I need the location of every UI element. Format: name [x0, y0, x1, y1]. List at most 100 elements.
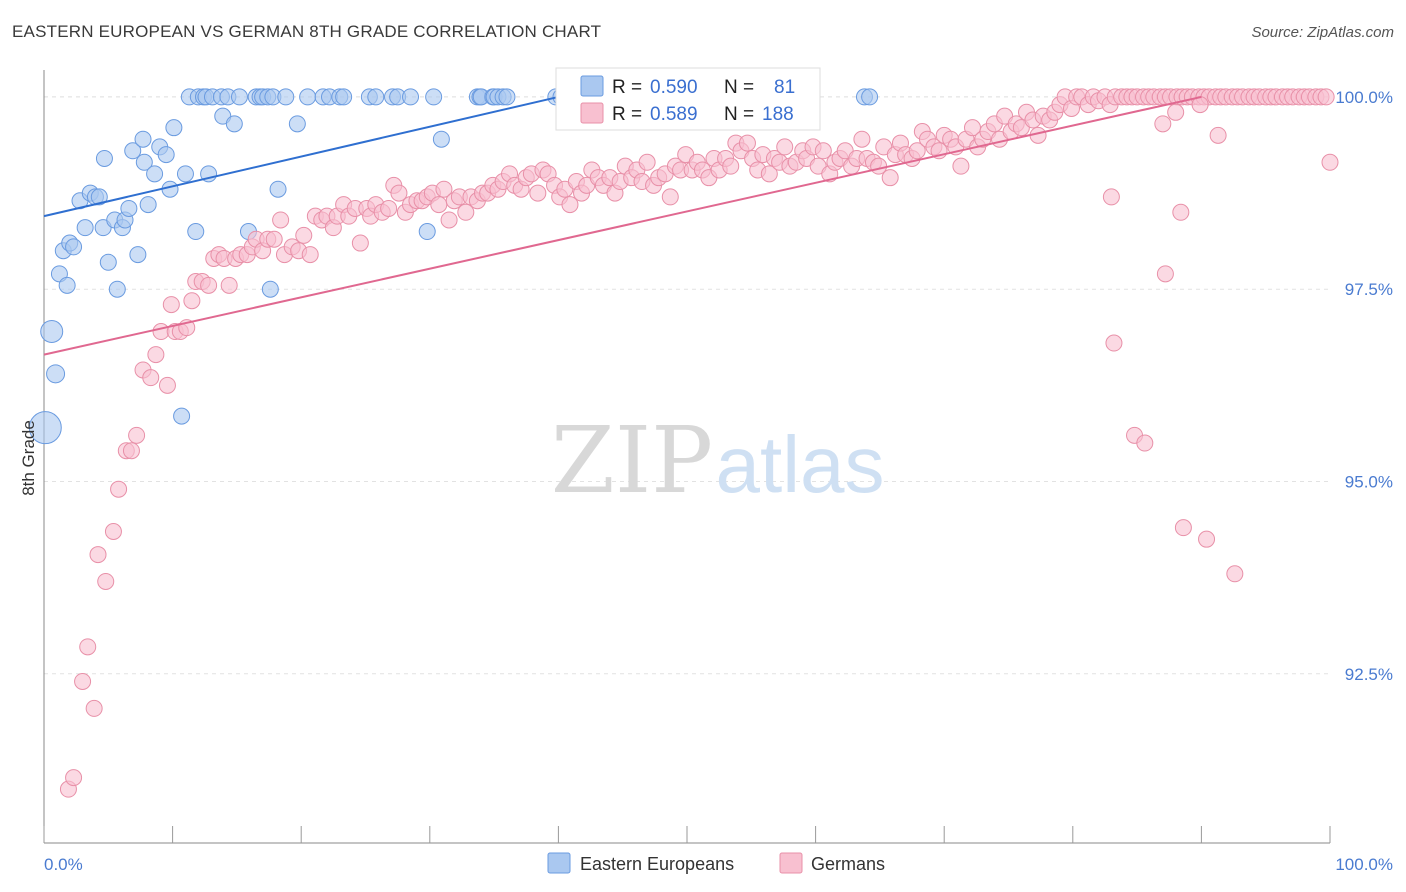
point-germans	[301, 246, 319, 264]
point-germans	[457, 203, 475, 221]
point-germans	[661, 188, 679, 206]
point-germans	[110, 480, 128, 498]
point-eastern-europeans	[288, 115, 306, 133]
point-eastern-europeans	[99, 253, 117, 271]
bottom-legend-swatch-germans	[779, 852, 803, 874]
point-eastern-europeans	[76, 219, 94, 237]
bottom-legend-label-germans: Germans	[811, 854, 885, 874]
point-eastern-europeans	[861, 88, 879, 106]
point-eastern-europeans	[129, 246, 147, 264]
point-germans	[760, 165, 778, 183]
point-germans	[220, 276, 238, 294]
point-eastern-europeans	[120, 199, 138, 217]
point-germans	[1102, 188, 1120, 206]
point-eastern-europeans	[299, 88, 317, 106]
point-eastern-europeans	[425, 88, 443, 106]
point-eastern-europeans	[157, 146, 175, 164]
point-germans	[1105, 334, 1123, 352]
y-tick-label: 97.5%	[1345, 280, 1393, 299]
x-tick-label-min: 0.0%	[44, 855, 83, 874]
point-eastern-europeans	[134, 130, 152, 148]
point-germans	[738, 134, 756, 152]
point-germans	[1209, 126, 1227, 144]
point-germans	[853, 130, 871, 148]
point-eastern-europeans	[146, 165, 164, 183]
point-germans	[1226, 565, 1244, 583]
point-germans	[561, 196, 579, 214]
point-germans	[529, 184, 547, 202]
point-germans	[85, 699, 103, 717]
point-germans	[152, 323, 170, 341]
point-germans	[430, 196, 448, 214]
watermark-atlas: atlas	[716, 420, 885, 509]
legend-r-value-1: 0.589	[650, 104, 698, 125]
legend-r-value-0: 0.590	[650, 77, 698, 98]
point-germans	[638, 153, 656, 171]
chart-title: EASTERN EUROPEAN VS GERMAN 8TH GRADE COR…	[12, 22, 602, 41]
point-eastern-europeans	[269, 180, 287, 198]
point-germans	[200, 276, 218, 294]
watermark: ZIP atlas	[551, 407, 885, 514]
chart-source: Source: ZipAtlas.com	[1251, 24, 1394, 41]
point-eastern-europeans	[498, 88, 516, 106]
point-germans	[142, 369, 160, 387]
gridlines	[44, 96, 1330, 675]
point-eastern-europeans	[95, 149, 113, 167]
legend-n-label-0: N =	[724, 77, 754, 98]
legend-r-label-0: R =	[612, 77, 642, 98]
point-eastern-europeans	[65, 238, 83, 256]
point-eastern-europeans	[418, 223, 436, 241]
point-eastern-europeans	[40, 320, 64, 344]
y-tick-label: 100.0%	[1335, 88, 1393, 107]
point-germans	[1136, 434, 1154, 452]
point-germans	[1174, 519, 1192, 537]
point-germans	[122, 442, 140, 460]
point-germans	[65, 769, 83, 787]
point-germans	[908, 142, 926, 160]
point-eastern-europeans	[90, 188, 108, 206]
point-germans	[776, 138, 794, 156]
bottom-legend-swatch-eastern-europeans	[547, 852, 571, 874]
y-tick-label: 95.0%	[1345, 472, 1393, 491]
legend: R = 0.590 N = 81 R = 0.589 N = 188	[555, 67, 821, 131]
point-germans	[183, 292, 201, 310]
legend-swatch-germans	[580, 102, 604, 124]
x-tick-label-max: 100.0%	[1335, 855, 1393, 874]
point-eastern-europeans	[335, 88, 353, 106]
point-germans	[158, 376, 176, 394]
point-germans	[79, 638, 97, 656]
point-germans	[440, 211, 458, 229]
point-germans	[97, 572, 115, 590]
point-eastern-europeans	[139, 196, 157, 214]
point-eastern-europeans	[28, 411, 62, 445]
y-axis-label: 8th Grade	[19, 420, 38, 496]
point-eastern-europeans	[230, 88, 248, 106]
point-germans	[272, 211, 290, 229]
legend-n-label-1: N =	[724, 104, 754, 125]
point-germans	[814, 142, 832, 160]
point-germans	[1317, 88, 1335, 106]
point-germans	[147, 346, 165, 364]
point-eastern-europeans	[135, 153, 153, 171]
point-eastern-europeans	[367, 88, 385, 106]
point-germans	[1167, 103, 1185, 121]
point-germans	[104, 522, 122, 540]
point-germans	[351, 234, 369, 252]
point-germans	[435, 180, 453, 198]
y-tick-label: 92.5%	[1345, 665, 1393, 684]
point-germans	[1156, 265, 1174, 283]
watermark-zip: ZIP	[551, 407, 713, 514]
legend-n-value-1: 188	[762, 104, 794, 125]
point-eastern-europeans	[187, 223, 205, 241]
x-ticks	[43, 826, 1331, 843]
point-germans	[380, 199, 398, 217]
point-eastern-europeans	[165, 119, 183, 137]
point-eastern-europeans	[173, 407, 191, 425]
legend-r-label-1: R =	[612, 104, 642, 125]
trend-line-germans	[43, 95, 1202, 356]
point-germans	[265, 230, 283, 248]
point-germans	[390, 184, 408, 202]
point-germans	[952, 157, 970, 175]
point-germans	[295, 226, 313, 244]
point-eastern-europeans	[432, 130, 450, 148]
